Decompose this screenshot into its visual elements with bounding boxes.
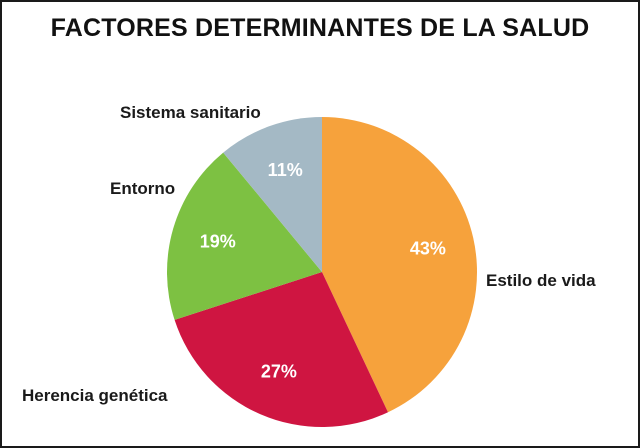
slice-category-label-entorno: Entorno [110,179,175,198]
pie-slices [167,116,478,428]
chart-title: FACTORES DETERMINANTES DE LA SALUD [50,14,590,42]
slice-category-label-estilo-de-vida: Estilo de vida [486,271,596,290]
slice-value-label-entorno: 19% [200,232,236,252]
slice-value-label-estilo-de-vida: 43% [410,238,446,258]
percent-labels: 43% 27% 19% 11% [200,160,446,382]
slice-value-label-herencia-genetica: 27% [261,362,297,382]
pie-slice-estilo-de-vida [322,116,478,413]
pie-slice-entorno [167,152,322,320]
category-labels: Estilo de vida Herencia genética Entorno Si… [22,103,596,405]
slice-category-label-sistema-sanitario: Sistema sanitario [120,103,261,122]
slice-category-label-herencia-genetica: Herencia genética [22,386,168,405]
slice-value-label-sistema-sanitario: 11% [268,160,303,180]
pie-slice-herencia-genetica [174,272,388,428]
pie-slice-sistema-sanitario [223,117,322,272]
